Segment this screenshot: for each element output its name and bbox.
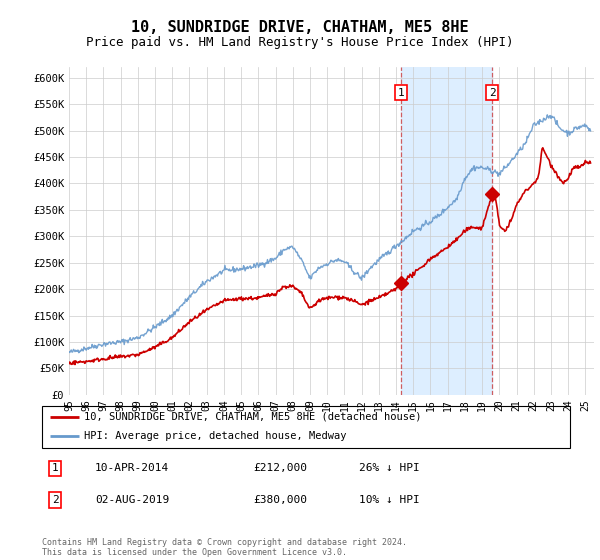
Text: 1: 1 bbox=[52, 464, 59, 473]
Text: 26% ↓ HPI: 26% ↓ HPI bbox=[359, 464, 419, 473]
Text: 1: 1 bbox=[397, 87, 404, 97]
Text: £380,000: £380,000 bbox=[253, 495, 307, 505]
Text: 10% ↓ HPI: 10% ↓ HPI bbox=[359, 495, 419, 505]
Text: 2: 2 bbox=[489, 87, 496, 97]
Bar bbox=[401, 67, 492, 395]
Text: 02-AUG-2019: 02-AUG-2019 bbox=[95, 495, 169, 505]
Text: 2: 2 bbox=[52, 495, 59, 505]
Text: 10, SUNDRIDGE DRIVE, CHATHAM, ME5 8HE (detached house): 10, SUNDRIDGE DRIVE, CHATHAM, ME5 8HE (d… bbox=[84, 412, 422, 422]
Text: 10, SUNDRIDGE DRIVE, CHATHAM, ME5 8HE: 10, SUNDRIDGE DRIVE, CHATHAM, ME5 8HE bbox=[131, 20, 469, 35]
Text: Price paid vs. HM Land Registry's House Price Index (HPI): Price paid vs. HM Land Registry's House … bbox=[86, 36, 514, 49]
Text: £212,000: £212,000 bbox=[253, 464, 307, 473]
Text: 10-APR-2014: 10-APR-2014 bbox=[95, 464, 169, 473]
Text: HPI: Average price, detached house, Medway: HPI: Average price, detached house, Medw… bbox=[84, 431, 347, 441]
Text: Contains HM Land Registry data © Crown copyright and database right 2024.
This d: Contains HM Land Registry data © Crown c… bbox=[42, 538, 407, 557]
